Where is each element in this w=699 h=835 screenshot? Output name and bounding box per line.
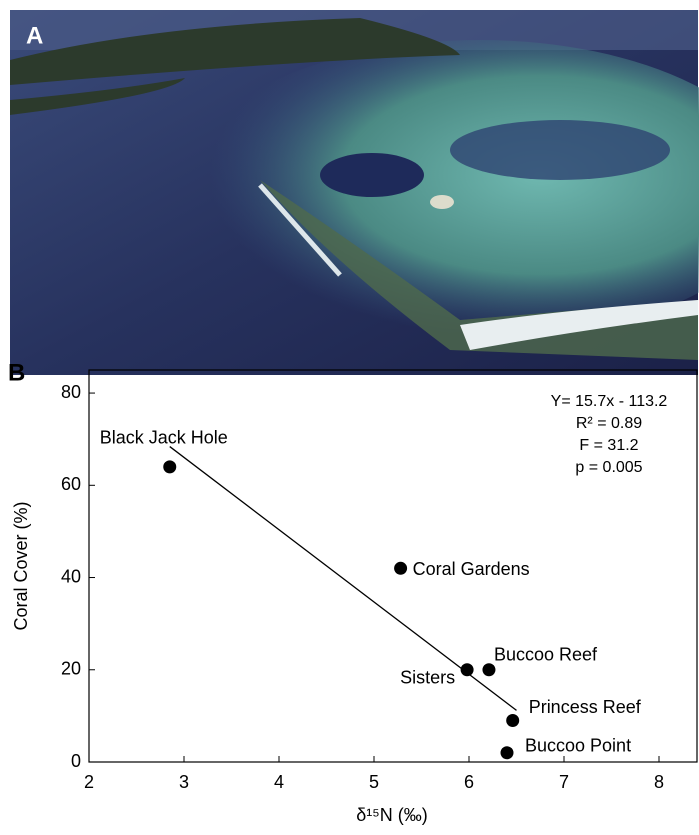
annotation: F = 31.2	[579, 437, 638, 454]
point	[482, 663, 495, 676]
x-tick-label: 3	[179, 772, 189, 792]
point	[506, 714, 519, 727]
panel-label: A	[26, 22, 43, 49]
point-label: Coral Gardens	[413, 559, 530, 579]
point	[163, 460, 176, 473]
annotation: R² = 0.89	[576, 415, 642, 432]
point	[501, 746, 514, 759]
y-tick-label: 40	[61, 566, 81, 586]
photo	[10, 10, 699, 375]
x-tick-label: 8	[654, 772, 664, 792]
y-tick-label: 60	[61, 474, 81, 494]
point-label: Black Jack Hole	[100, 428, 228, 448]
x-axis-title: δ¹⁵N (‰)	[356, 805, 427, 825]
x-tick-label: 7	[559, 772, 569, 792]
y-axis-title: Coral Cover (%)	[11, 501, 31, 630]
annotation: Y= 15.7x - 113.2	[551, 393, 668, 410]
x-tick-label: 2	[84, 772, 94, 792]
point-label: Buccoo Point	[525, 736, 631, 756]
panel-label: B	[8, 359, 25, 386]
point-label: Buccoo Reef	[494, 645, 598, 665]
y-tick-label: 20	[61, 659, 81, 679]
point	[394, 562, 407, 575]
figure: A B δ¹⁵N (‰) Coral Cover (%) 0 20 40 60 80 2 3…	[0, 0, 699, 830]
point-label: Sisters	[400, 668, 455, 688]
annotation: p = 0.005	[575, 459, 642, 476]
y-tick-label: 0	[71, 751, 81, 771]
point-label: Princess Reef	[529, 697, 642, 717]
y-tick-label: 80	[61, 382, 81, 402]
point	[461, 663, 474, 676]
x-tick-label: 6	[464, 772, 474, 792]
x-tick-label: 4	[274, 772, 284, 792]
x-tick-label: 5	[369, 772, 379, 792]
